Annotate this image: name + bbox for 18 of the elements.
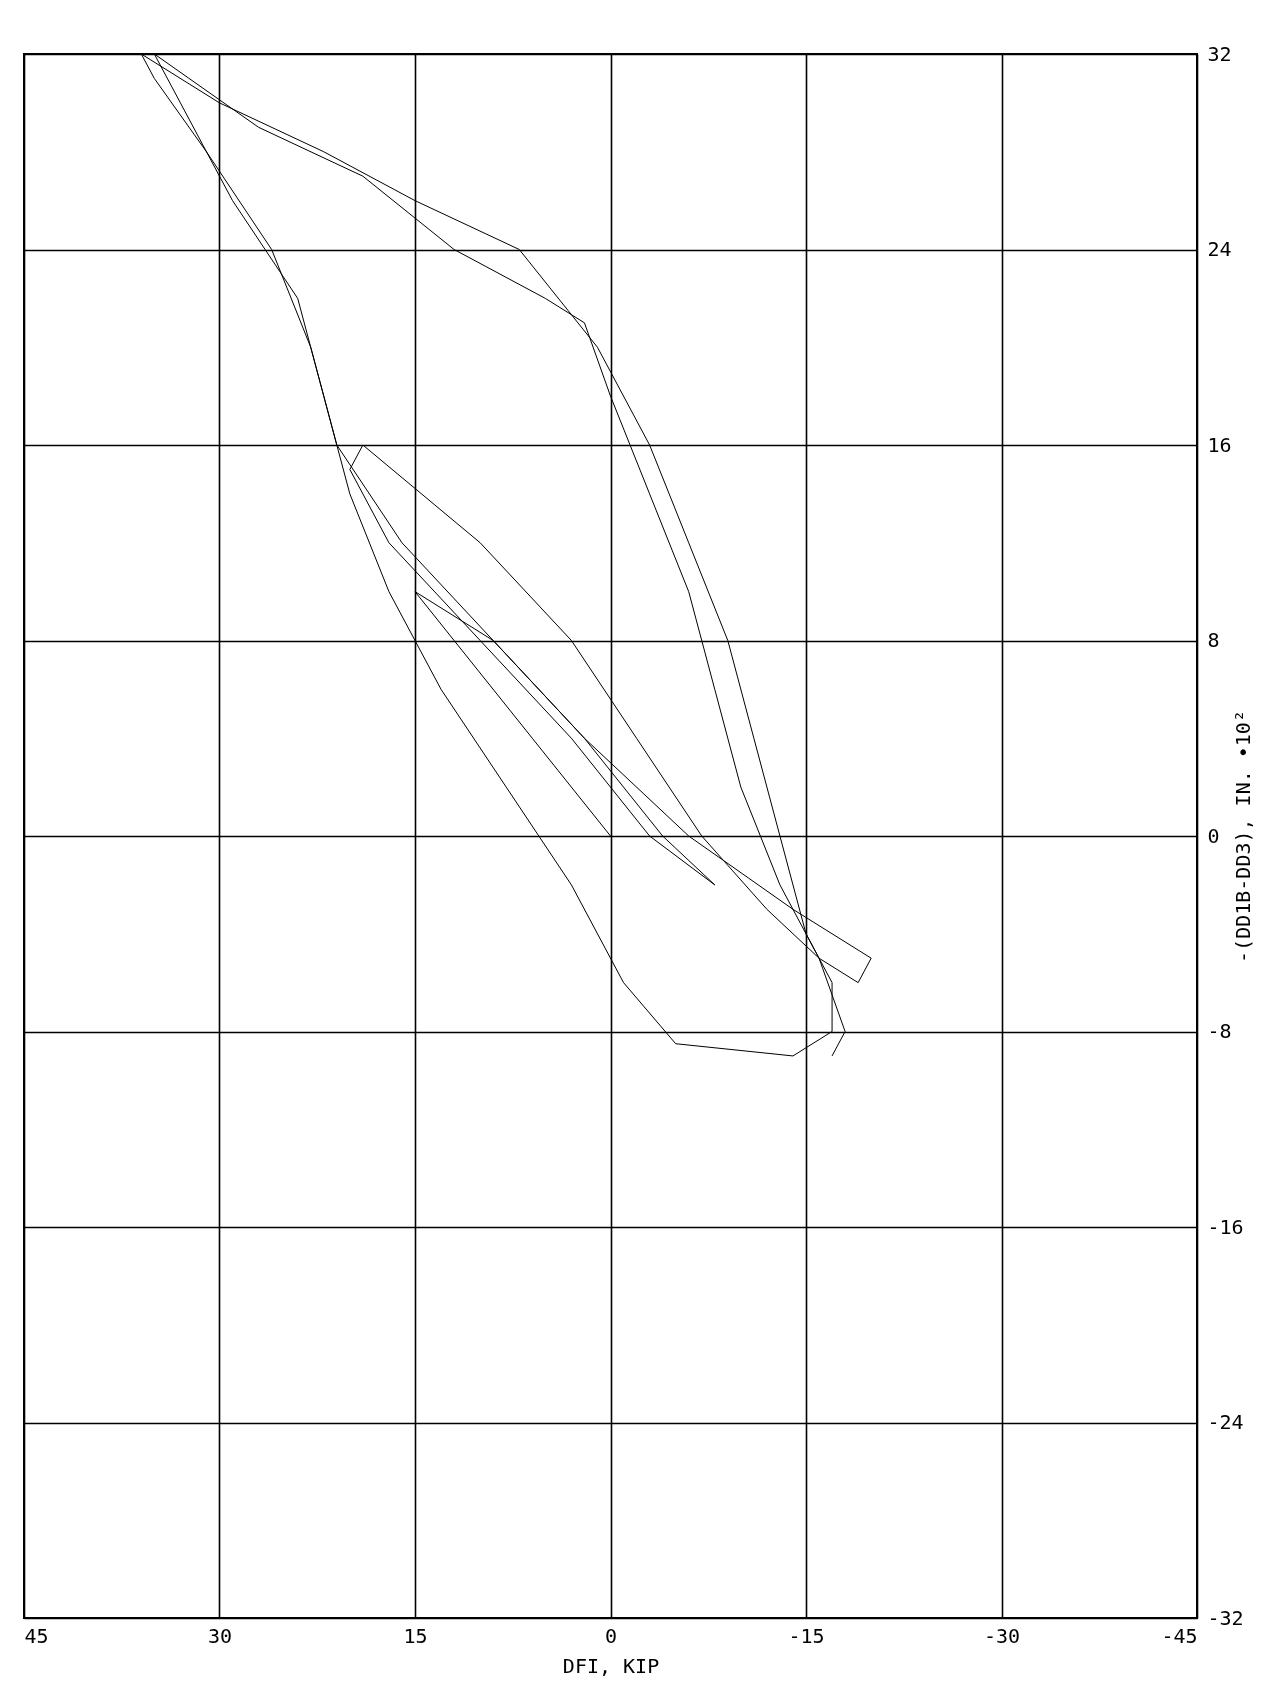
y-tick-label: 32 bbox=[1207, 41, 1232, 66]
y-axis-title: -(DD1B-DD3), IN. •10² bbox=[1230, 710, 1255, 963]
x-tick-label: -30 bbox=[983, 1623, 1021, 1648]
y-tick-label: 16 bbox=[1207, 432, 1232, 457]
y-tick-label: 8 bbox=[1207, 628, 1220, 652]
x-tick-label: 15 bbox=[403, 1623, 428, 1648]
y-tick-label: 24 bbox=[1207, 237, 1232, 261]
y-tick-label: -24 bbox=[1207, 1410, 1244, 1434]
y-tick-label: -8 bbox=[1207, 1019, 1232, 1043]
x-tick-label: 45 bbox=[24, 1623, 49, 1648]
y-tick-label: -32 bbox=[1207, 1605, 1244, 1630]
x-tick-label: -45 bbox=[1161, 1623, 1198, 1648]
x-tick-label: 30 bbox=[207, 1623, 233, 1648]
y-tick-label: 0 bbox=[1207, 823, 1220, 848]
x-tick-label: -15 bbox=[788, 1623, 825, 1648]
x-axis-title: DFI, KIP bbox=[562, 1653, 660, 1678]
x-tick-label: 0 bbox=[604, 1623, 618, 1648]
y-tick-label: -16 bbox=[1207, 1214, 1244, 1239]
